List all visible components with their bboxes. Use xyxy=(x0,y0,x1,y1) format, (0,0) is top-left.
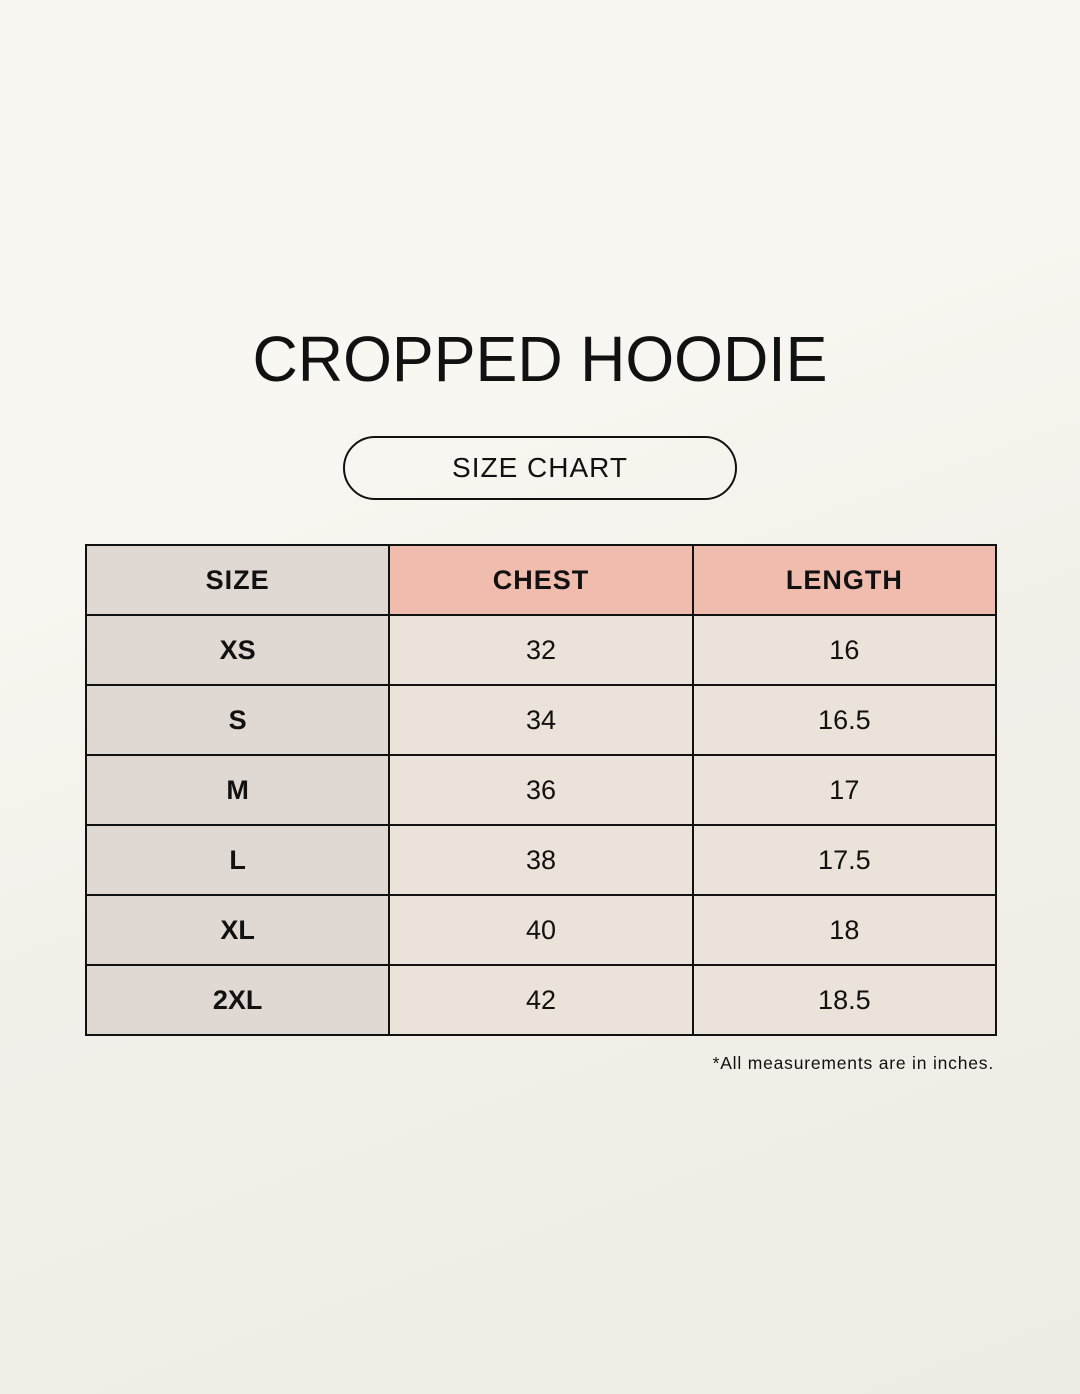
table-row: XL 40 18 xyxy=(84,894,998,966)
size-table: SIZE CHEST LENGTH XS 32 16 S 34 16.5 M 36 17 L 38 17.5… xyxy=(84,544,998,1036)
size-cell: M xyxy=(84,754,391,826)
length-cell: 17.5 xyxy=(691,824,998,896)
size-cell: XS xyxy=(84,614,391,686)
length-cell: 18.5 xyxy=(691,964,998,1036)
table-row: 2XL 42 18.5 xyxy=(84,964,998,1036)
footnote: *All measurements are in inches. xyxy=(712,1053,994,1073)
page-title: CROPPED HOODIE xyxy=(252,323,828,395)
size-cell: S xyxy=(84,684,391,756)
table-row: L 38 17.5 xyxy=(84,824,998,896)
table-row: S 34 16.5 xyxy=(84,684,998,756)
column-header-size: SIZE xyxy=(84,544,391,616)
chest-cell: 38 xyxy=(388,824,694,896)
size-chart-label: SIZE CHART xyxy=(343,436,737,500)
size-cell: 2XL xyxy=(84,964,391,1036)
chest-cell: 40 xyxy=(388,894,694,966)
chest-cell: 32 xyxy=(388,614,694,686)
length-cell: 16.5 xyxy=(691,684,998,756)
size-cell: L xyxy=(84,824,391,896)
size-cell: XL xyxy=(84,894,391,966)
column-header-length: LENGTH xyxy=(691,544,998,616)
header-row: SIZE CHEST LENGTH xyxy=(84,544,998,616)
length-cell: 18 xyxy=(691,894,998,966)
length-cell: 16 xyxy=(691,614,998,686)
chest-cell: 34 xyxy=(388,684,694,756)
chest-cell: 36 xyxy=(388,754,694,826)
table-row: M 36 17 xyxy=(84,754,998,826)
column-header-chest: CHEST xyxy=(388,544,694,616)
chest-cell: 42 xyxy=(388,964,694,1036)
table-row: XS 32 16 xyxy=(84,614,998,686)
length-cell: 17 xyxy=(691,754,998,826)
